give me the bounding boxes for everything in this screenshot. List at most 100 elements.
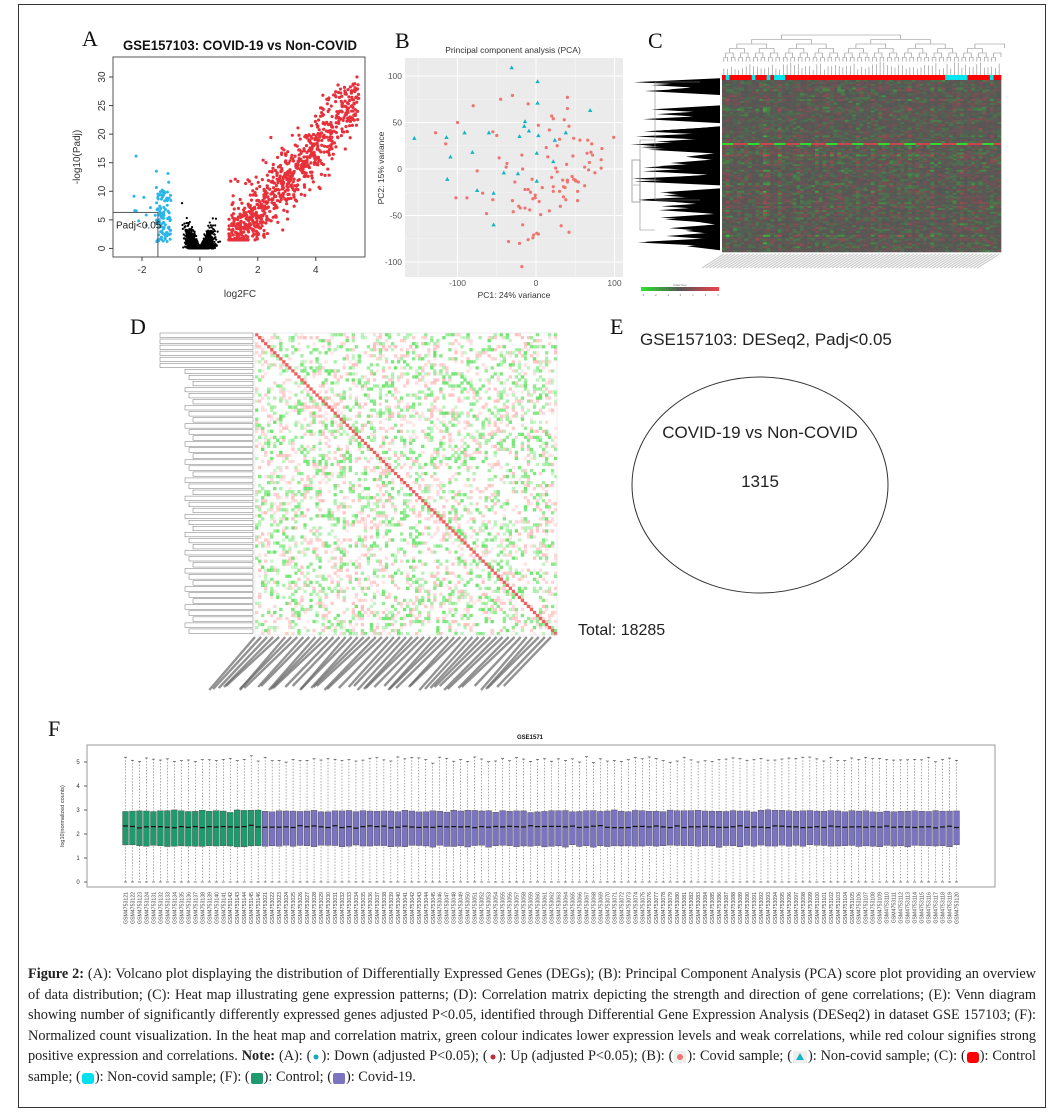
heatmap-cell: [889, 81, 894, 85]
heatmap-cell: [815, 81, 820, 85]
heatmap-cell: [815, 80, 820, 83]
up-point: [342, 130, 346, 134]
heatmap-cell: [818, 101, 823, 104]
heatmap-cell: [982, 99, 987, 102]
down-point: [168, 232, 172, 236]
heatmap-cell: [900, 108, 905, 111]
heatmap-cell: [952, 83, 957, 87]
heatmap-cell: [915, 112, 920, 115]
heatmap-cell: [837, 108, 842, 111]
heatmap-cell: [829, 89, 834, 92]
ns-point: [189, 247, 193, 250]
heatmap-cell: [748, 106, 753, 109]
heatmap-cell: [881, 99, 886, 102]
heatmap-cell: [844, 99, 849, 102]
heatmap-cell: [889, 110, 894, 113]
covid-point: [511, 210, 515, 214]
heatmap-cell: [889, 112, 894, 115]
heatmap-cell: [934, 83, 939, 87]
heatmap-cell: [759, 93, 764, 96]
heatmap-cell: [815, 110, 820, 113]
heatmap-cell: [896, 85, 901, 88]
up-point: [338, 87, 343, 91]
heatmap-cell: [934, 108, 939, 111]
heatmap-cell: [937, 95, 942, 98]
up-point: [290, 153, 294, 157]
heatmap-cell: [989, 80, 994, 83]
heatmap-cell: [989, 108, 994, 111]
heatmap-cell: [740, 99, 745, 102]
heatmap-cell: [878, 114, 883, 117]
heatmap-cell: [986, 101, 991, 104]
heatmap-cell: [848, 80, 853, 83]
heatmap-cell: [800, 81, 805, 85]
heatmap-cell: [863, 93, 868, 96]
up-point: [275, 198, 280, 203]
heatmap-cell: [788, 81, 793, 85]
heatmap-cell: [915, 110, 920, 113]
up-point: [344, 125, 348, 129]
ns-point: [181, 227, 184, 230]
heatmap-cell: [948, 93, 953, 96]
heatmap-cell: [740, 95, 745, 98]
up-point: [322, 150, 326, 154]
heatmap-cell: [855, 91, 860, 94]
heatmap-cell: [993, 85, 998, 88]
heatmap-cell: [911, 104, 916, 108]
ns-point: [191, 242, 194, 245]
heatmap-cell: [893, 97, 898, 100]
heatmap-cell: [989, 116, 994, 119]
heatmap-cell: [792, 99, 797, 102]
up-point: [261, 209, 265, 213]
heatmap-cell: [822, 104, 827, 108]
heatmap-cell: [748, 87, 753, 90]
heatmap-cell: [993, 83, 998, 87]
covid-point: [475, 169, 479, 173]
up-point: [327, 138, 331, 142]
heatmap-cell: [986, 104, 991, 108]
covid-point: [576, 180, 580, 184]
heatmap-cell: [867, 110, 872, 113]
heatmap-cell: [736, 87, 741, 90]
heatmap-cell: [963, 110, 968, 113]
heatmap-cell: [900, 99, 905, 102]
up-point: [234, 238, 239, 242]
heatmap-cell: [733, 85, 738, 88]
heatmap-cell: [934, 106, 939, 109]
heatmap-cell: [755, 80, 760, 83]
heatmap-cell: [867, 87, 872, 90]
heatmap-cell: [800, 110, 805, 113]
heatmap-cell: [919, 110, 924, 113]
heatmap-cell: [937, 112, 942, 115]
heatmap-cell: [803, 118, 808, 121]
heatmap-cell: [766, 97, 771, 100]
heatmap-cell: [788, 112, 793, 115]
up-point: [347, 95, 351, 99]
heatmap-cell: [989, 93, 994, 96]
covid-point: [565, 162, 569, 166]
heatmap-cell: [889, 91, 894, 94]
heatmap-cell: [915, 80, 920, 83]
heatmap-cell: [759, 114, 764, 117]
heatmap-cell: [829, 112, 834, 115]
volcano-x-label: log2FC: [224, 289, 256, 300]
heatmap-cell: [796, 101, 801, 104]
heatmap-cell: [993, 81, 998, 85]
heatmap-cell: [952, 81, 957, 85]
heatmap-cell: [748, 80, 753, 83]
ns-point: [185, 245, 188, 249]
heatmap-cell: [722, 106, 727, 109]
heatmap-cell: [900, 101, 905, 104]
heatmap-cell: [915, 93, 920, 96]
heatmap-cell: [934, 81, 939, 85]
heatmap-cell: [822, 81, 827, 85]
heatmap-cell: [722, 99, 727, 102]
ns-point: [216, 230, 219, 233]
heatmap-cell: [800, 118, 805, 121]
heatmap-cell: [729, 102, 734, 106]
heatmap-cell: [978, 97, 983, 100]
heatmap-cell: [870, 81, 875, 85]
heatmap-cell: [855, 93, 860, 96]
heatmap-cell: [889, 102, 894, 106]
heatmap-cell: [852, 101, 857, 104]
